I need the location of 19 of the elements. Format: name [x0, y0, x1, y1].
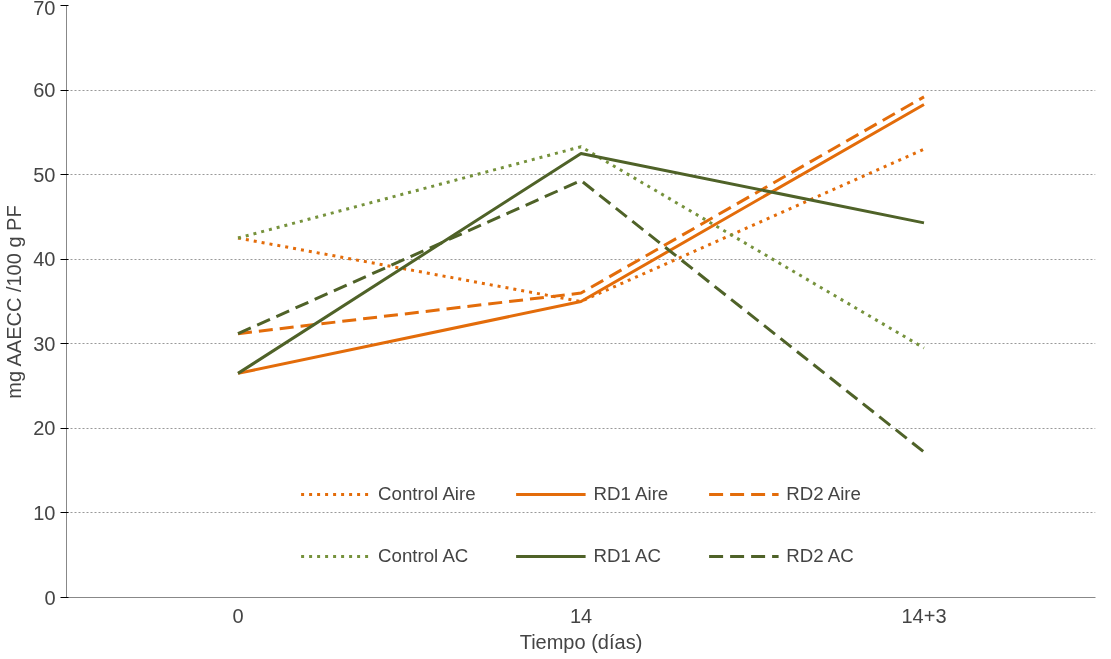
x-tick-label: 14+3: [901, 604, 947, 627]
y-tick-label: 10: [33, 501, 56, 524]
legend-label: RD1 AC: [593, 545, 661, 567]
y-tick-label: 40: [33, 248, 56, 271]
x-axis-title: Tiempo (días): [519, 630, 643, 653]
y-axis-title: mg AAECC /100 g PF: [3, 205, 26, 399]
y-tick-label: 30: [33, 332, 56, 355]
y-tick-label: 20: [33, 417, 56, 440]
legend-label: RD2 Aire: [786, 483, 861, 505]
x-tick-label: 0: [232, 604, 244, 627]
legend-label: RD2 AC: [786, 545, 854, 567]
y-tick-label: 0: [44, 586, 56, 609]
legend-label: RD1 Aire: [593, 483, 669, 505]
y-tick-label: 70: [33, 0, 56, 19]
legend-label: Control AC: [378, 545, 469, 567]
y-tick-label: 50: [33, 163, 56, 186]
x-tick-label: 14: [569, 604, 593, 627]
y-tick-label: 60: [33, 79, 56, 102]
legend-label: Control Aire: [378, 483, 476, 505]
